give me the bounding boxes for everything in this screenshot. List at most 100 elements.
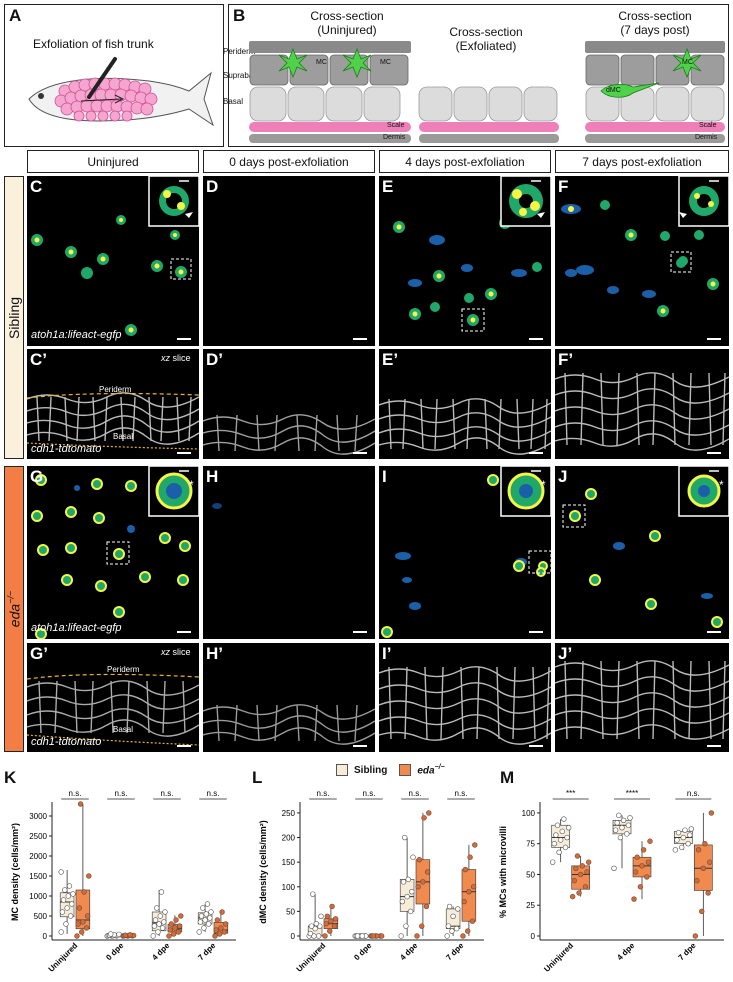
data-point: [403, 923, 409, 929]
data-point: [328, 918, 334, 924]
data-point: [465, 928, 471, 934]
data-point: [197, 919, 204, 925]
data-point: [639, 863, 645, 869]
panel-a-frame: A Exfoliation of fish trunk: [4, 4, 224, 147]
label-periderm-cp: Periderm: [99, 385, 132, 394]
data-point: [214, 917, 221, 923]
layer-label-suprabasal: Suprabasal: [223, 71, 264, 80]
y-tick-label: 0: [291, 932, 296, 941]
x-tick-label: 7 dpe: [677, 941, 699, 963]
data-point: [469, 918, 476, 924]
panel-letter-cp: C’: [30, 350, 47, 369]
data-point: [152, 917, 159, 923]
panel-letter-g: G: [30, 467, 44, 486]
data-point: [108, 931, 114, 937]
data-point: [419, 923, 425, 929]
image-f: F: [555, 176, 729, 346]
panel-letter-hp: H’: [206, 644, 223, 663]
data-point: [154, 905, 160, 911]
data-point: [332, 916, 339, 922]
data-point: [66, 883, 73, 889]
panel-letter-jp: J’: [558, 644, 573, 663]
significance-label: n.s.: [115, 789, 128, 798]
y-tick-label: 75: [526, 840, 535, 849]
data-point: [310, 891, 316, 897]
dermis-label-1: Dermis: [383, 134, 406, 141]
mc-label-4: MC: [682, 59, 693, 66]
col-header-0dpe: 0 days post-exfoliation: [203, 150, 375, 173]
data-point: [426, 810, 432, 816]
legend-label-eda: eda−/−: [417, 764, 445, 777]
data-point: [576, 890, 582, 896]
image-dp: D’: [203, 349, 375, 459]
data-point: [313, 920, 319, 927]
significance-label: n.s.: [409, 789, 422, 798]
data-point: [585, 859, 592, 865]
panel-letter-f: F: [558, 177, 569, 196]
data-point: [702, 840, 708, 847]
y-tick-label: 0: [43, 932, 48, 941]
data-point: [467, 854, 473, 860]
data-point: [201, 925, 207, 931]
data-point: [65, 893, 71, 899]
data-point: [400, 879, 407, 885]
legend-swatch-sibling: [336, 764, 348, 777]
data-point: [219, 909, 225, 915]
data-point: [359, 933, 365, 939]
data-point: [166, 933, 172, 939]
data-point: [168, 921, 175, 927]
data-point: [707, 859, 713, 865]
panel-letter-d: D: [206, 177, 219, 196]
data-point: [423, 903, 430, 910]
data-point: [159, 925, 166, 931]
data-point: [58, 929, 64, 935]
x-tick-label: Uninjured: [542, 941, 575, 974]
chart-legend: Sibling eda−/−: [336, 764, 445, 776]
data-point: [84, 913, 91, 919]
data-point: [308, 923, 315, 929]
panel-letter-i: I: [382, 467, 387, 486]
row-label-eda: eda−/−: [5, 590, 23, 628]
data-point: [60, 897, 67, 903]
data-point: [421, 815, 427, 821]
data-point: [398, 933, 404, 939]
data-point: [631, 896, 637, 902]
data-point: [556, 849, 562, 856]
data-point: [449, 928, 455, 934]
data-point: [694, 877, 700, 884]
data-point: [573, 865, 579, 872]
data-point: [632, 869, 639, 875]
mc-label-1: MC: [316, 59, 327, 66]
data-point: [415, 884, 421, 890]
y-tick-label: 50: [526, 870, 535, 879]
data-point: [574, 853, 581, 859]
label-cdh1-cp: cdh1-tdtomato: [31, 443, 102, 455]
data-point: [354, 933, 361, 939]
data-point: [221, 929, 228, 935]
box: [461, 869, 477, 922]
row-tab-eda: eda−/−: [4, 466, 24, 752]
data-point: [614, 820, 620, 826]
cross-section-diagram: [249, 41, 725, 143]
data-point: [612, 827, 619, 833]
data-point: [77, 801, 84, 807]
x-tick-label: 0 dpe: [352, 941, 374, 963]
data-point: [378, 933, 385, 939]
data-point: [699, 908, 705, 915]
panel-letter-h: H: [206, 467, 219, 486]
significance-label: n.s.: [363, 789, 376, 798]
data-point: [176, 923, 183, 929]
image-g: G * atoh1a:lifeact-egfp: [27, 466, 199, 639]
asterisk-g: *: [189, 478, 194, 492]
data-point: [680, 834, 687, 841]
data-point: [167, 927, 173, 933]
data-point: [399, 898, 406, 905]
data-point: [370, 933, 377, 939]
data-point: [81, 889, 87, 895]
data-point: [213, 927, 219, 933]
data-point: [86, 873, 92, 879]
data-point: [63, 921, 69, 927]
data-point: [584, 869, 590, 875]
panel-letter-l: L: [252, 768, 263, 787]
data-point: [156, 921, 162, 927]
